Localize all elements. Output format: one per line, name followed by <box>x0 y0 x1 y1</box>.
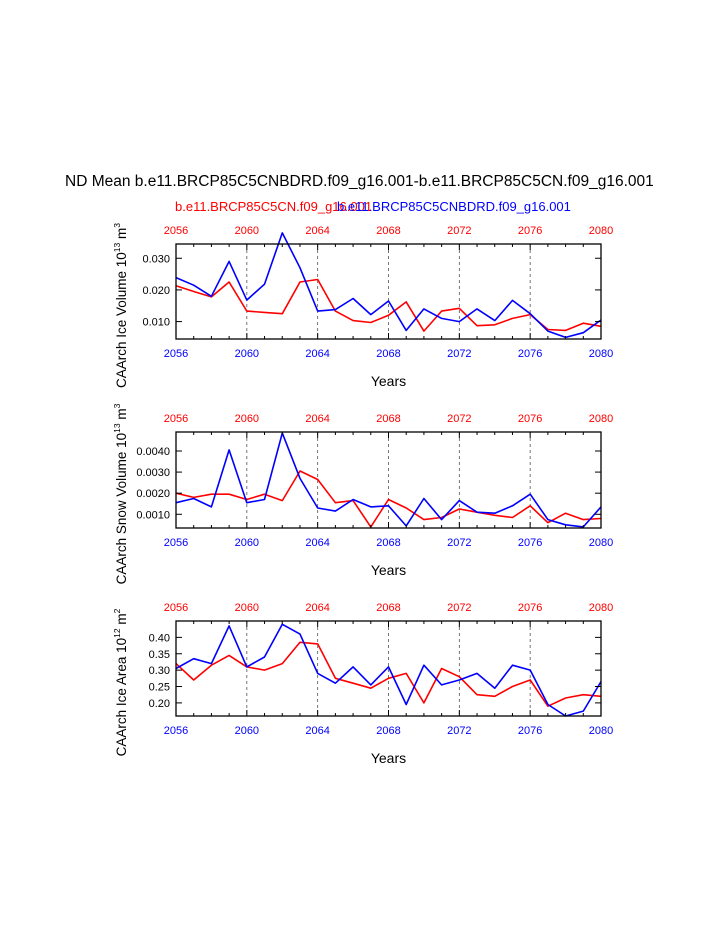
y-tick-label: 0.030 <box>142 253 170 265</box>
y-tick-label: 0.0030 <box>136 467 170 479</box>
y-axis-title: CAArch Ice Volume 1013 m3 <box>112 223 129 388</box>
x-tick-label-top: 2056 <box>164 413 188 425</box>
x-tick-label-bottom: 2080 <box>589 537 613 549</box>
x-tick-label-bottom: 2064 <box>305 725 329 737</box>
legend-red-label: b.e11.BRCP85C5CN.f09_g16.001 <box>175 199 372 214</box>
x-tick-label-bottom: 2068 <box>376 725 400 737</box>
x-tick-label-top: 2068 <box>376 602 400 614</box>
x-tick-label-top: 2064 <box>305 225 329 237</box>
x-tick-label-top: 2076 <box>518 602 542 614</box>
x-axis-title: Years <box>371 562 406 578</box>
main-title: ND Mean b.e11.BRCP85C5CNBDRD.f09_g16.001… <box>65 173 654 190</box>
x-tick-label-top: 2076 <box>518 413 542 425</box>
y-tick-label: 0.010 <box>142 317 170 329</box>
x-tick-label-top: 2056 <box>164 225 188 237</box>
x-tick-label-bottom: 2080 <box>589 725 613 737</box>
x-tick-label-top: 2080 <box>589 225 613 237</box>
x-tick-label-top: 2068 <box>376 225 400 237</box>
y-tick-label: 0.35 <box>149 649 170 661</box>
y-tick-label: 0.20 <box>149 698 170 710</box>
x-tick-label-bottom: 2056 <box>164 725 188 737</box>
x-tick-label-bottom: 2060 <box>235 537 259 549</box>
x-tick-label-top: 2056 <box>164 602 188 614</box>
x-tick-label-bottom: 2068 <box>376 348 400 360</box>
y-tick-label: 0.25 <box>149 682 170 694</box>
x-tick-label-top: 2064 <box>305 602 329 614</box>
x-tick-label-top: 2080 <box>589 602 613 614</box>
x-tick-label-top: 2072 <box>447 225 471 237</box>
series-line-blue <box>175 432 602 528</box>
x-tick-label-bottom: 2060 <box>235 725 259 737</box>
x-tick-label-top: 2060 <box>235 413 259 425</box>
x-tick-label-bottom: 2072 <box>447 725 471 737</box>
x-tick-label-top: 2072 <box>447 413 471 425</box>
x-tick-label-top: 2060 <box>235 602 259 614</box>
chart-panel-1: 2056 2056 2060 2060 2064 2064 2068 2068 2072 2072… <box>112 223 613 389</box>
series-line-red <box>175 470 602 528</box>
x-tick-label-bottom: 2064 <box>305 348 329 360</box>
x-tick-label-top: 2080 <box>589 413 613 425</box>
y-axis-title: CAArch Ice Area 1012 m2 <box>112 608 129 756</box>
x-tick-label-bottom: 2072 <box>447 537 471 549</box>
legend-blue-label: b.e11.BRCP85C5CNBDRD.f09_g16.001 <box>337 199 571 214</box>
y-axis-title: CAArch Snow Volume 1013 m3 <box>112 403 129 584</box>
x-tick-label-bottom: 2064 <box>305 537 329 549</box>
x-tick-label-top: 2076 <box>518 225 542 237</box>
y-tick-label: 0.0020 <box>136 488 170 500</box>
chart-panel-2: 2056 2056 2060 2060 2064 2064 2068 2068 2072 2072… <box>112 403 613 584</box>
panels: 2056 2056 2060 2060 2064 2064 2068 2068 2072 2072… <box>112 223 613 766</box>
x-tick-label-bottom: 2072 <box>447 348 471 360</box>
y-tick-label: 0.0040 <box>136 446 170 458</box>
x-axis-title: Years <box>371 373 406 389</box>
x-tick-label-bottom: 2076 <box>518 348 542 360</box>
series-line-blue <box>175 623 602 717</box>
y-tick-label: 0.40 <box>149 632 170 644</box>
x-tick-label-top: 2064 <box>305 413 329 425</box>
y-tick-label: 0.0010 <box>136 509 170 521</box>
x-tick-label-bottom: 2068 <box>376 537 400 549</box>
x-tick-label-bottom: 2056 <box>164 537 188 549</box>
x-tick-label-top: 2060 <box>235 225 259 237</box>
series-line-blue <box>175 232 602 339</box>
x-tick-label-bottom: 2060 <box>235 348 259 360</box>
x-tick-label-bottom: 2080 <box>589 348 613 360</box>
x-tick-label-top: 2072 <box>447 602 471 614</box>
chart-panel-3: 2056 2056 2060 2060 2064 2064 2068 2068 2072 2072… <box>112 602 613 766</box>
y-tick-label: 0.020 <box>142 285 170 297</box>
x-tick-label-top: 2068 <box>376 413 400 425</box>
x-tick-label-bottom: 2076 <box>518 537 542 549</box>
x-axis-title: Years <box>371 750 406 766</box>
x-tick-label-bottom: 2076 <box>518 725 542 737</box>
x-tick-label-bottom: 2056 <box>164 348 188 360</box>
y-tick-label: 0.30 <box>149 665 170 677</box>
